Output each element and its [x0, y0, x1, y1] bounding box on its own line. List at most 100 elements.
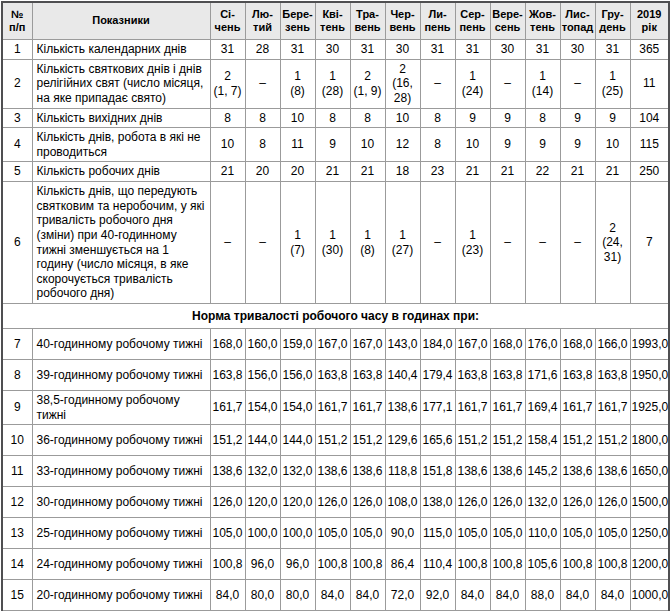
- month-value-cell: 100,8: [490, 549, 525, 580]
- month-value-cell: 138,6: [595, 456, 630, 487]
- month-value-cell: –: [245, 182, 280, 304]
- month-value-cell: 163,8: [350, 360, 385, 391]
- month-value-cell: 105,0: [350, 518, 385, 549]
- month-value-cell: 138,6: [315, 456, 350, 487]
- month-value-cell: 105,0: [210, 518, 245, 549]
- month-value-cell: 163,8: [210, 360, 245, 391]
- column-header-month: Сі- чень: [210, 2, 245, 40]
- month-value-cell: 86,4: [385, 549, 420, 580]
- row-number-cell: 15: [2, 580, 32, 611]
- month-value-cell: 138,6: [560, 456, 595, 487]
- year-total-cell: 1950,0: [630, 360, 669, 391]
- month-value-cell: 167,0: [455, 329, 490, 360]
- table-row: 1424-годинному робочому тижні100,896,096…: [2, 549, 669, 580]
- month-value-cell: 126,0: [315, 487, 350, 518]
- work-time-norms-table: № п/пПоказникиСі- ченьЛю- тийБере- зеньК…: [1, 1, 670, 611]
- month-value-cell: 132,0: [280, 456, 315, 487]
- table-header-row: № п/пПоказникиСі- ченьЛю- тийБере- зеньК…: [2, 2, 669, 40]
- table-row: 1036-годинному робочому тижні151,2144,01…: [2, 425, 669, 456]
- year-total-cell: 1200,0: [630, 549, 669, 580]
- month-value-cell: 84,0: [210, 580, 245, 611]
- indicator-cell: Кількість днів, що передують святковим т…: [32, 182, 210, 304]
- column-header-month: Сер- пень: [455, 2, 490, 40]
- month-value-cell: 110,4: [420, 549, 455, 580]
- month-value-cell: 1 (25): [595, 59, 630, 108]
- month-value-cell: –: [525, 182, 560, 304]
- indicator-cell: 24-годинному робочому тижні: [32, 549, 210, 580]
- row-number-cell: 11: [2, 456, 32, 487]
- month-value-cell: 154,0: [280, 391, 315, 425]
- month-value-cell: 84,0: [350, 580, 385, 611]
- month-value-cell: 23: [420, 162, 455, 182]
- month-value-cell: 163,8: [595, 360, 630, 391]
- table-row: 5Кількість робочих днів21202021211823212…: [2, 162, 669, 182]
- column-header-month: Ли- пень: [420, 2, 455, 40]
- month-value-cell: 30: [490, 40, 525, 60]
- indicator-cell: 39-годинному робочому тижні: [32, 360, 210, 391]
- month-value-cell: 143,0: [385, 329, 420, 360]
- month-value-cell: 161,7: [560, 391, 595, 425]
- month-value-cell: 144,0: [280, 425, 315, 456]
- row-number-cell: 2: [2, 59, 32, 108]
- section-header-row: Норма тривалості робочого часу в годинах…: [2, 304, 669, 329]
- month-value-cell: 18: [385, 162, 420, 182]
- month-value-cell: 8: [245, 128, 280, 162]
- month-value-cell: 92,0: [420, 580, 455, 611]
- month-value-cell: 138,6: [490, 456, 525, 487]
- indicator-cell: Кількість робочих днів: [32, 162, 210, 182]
- month-value-cell: 31: [595, 40, 630, 60]
- month-value-cell: 31: [455, 40, 490, 60]
- month-value-cell: 22: [525, 162, 560, 182]
- column-header-month: Чер- вень: [385, 2, 420, 40]
- month-value-cell: 2 (1, 7): [210, 59, 245, 108]
- indicator-cell: Кількість днів, робота в які не проводит…: [32, 128, 210, 162]
- month-value-cell: 151,2: [315, 425, 350, 456]
- month-value-cell: 168,0: [490, 329, 525, 360]
- indicator-cell: Кількість святкових днів і днів релігійн…: [32, 59, 210, 108]
- month-value-cell: 10: [595, 128, 630, 162]
- month-value-cell: 30: [385, 40, 420, 60]
- hour-norms-section: 740-годинному робочому тижні168,0160,015…: [2, 329, 669, 611]
- month-value-cell: 21: [595, 162, 630, 182]
- row-number-cell: 13: [2, 518, 32, 549]
- row-number-cell: 6: [2, 182, 32, 304]
- month-value-cell: 21: [490, 162, 525, 182]
- column-header-month: Гру- день: [595, 2, 630, 40]
- table-row: 1133-годинному робочому тижні138,6132,01…: [2, 456, 669, 487]
- column-header-year: 2019 рік: [630, 2, 669, 40]
- year-total-cell: 115: [630, 128, 669, 162]
- month-value-cell: 100,0: [280, 518, 315, 549]
- month-value-cell: 28: [245, 40, 280, 60]
- month-value-cell: 168,0: [560, 329, 595, 360]
- table-header: № п/пПоказникиСі- ченьЛю- тийБере- зеньК…: [2, 2, 669, 40]
- month-value-cell: 9: [560, 108, 595, 128]
- month-value-cell: –: [420, 59, 455, 108]
- month-value-cell: 105,0: [455, 518, 490, 549]
- month-value-cell: 126,0: [595, 487, 630, 518]
- month-value-cell: 80,0: [280, 580, 315, 611]
- year-total-cell: 1650,0: [630, 456, 669, 487]
- month-value-cell: 169,4: [525, 391, 560, 425]
- month-value-cell: 151,8: [420, 456, 455, 487]
- month-value-cell: 10: [455, 128, 490, 162]
- month-value-cell: 151,2: [595, 425, 630, 456]
- month-value-cell: 30: [315, 40, 350, 60]
- month-value-cell: 161,7: [315, 391, 350, 425]
- month-value-cell: 21: [210, 162, 245, 182]
- month-value-cell: 129,6: [385, 425, 420, 456]
- month-value-cell: 110,0: [525, 518, 560, 549]
- row-number-cell: 14: [2, 549, 32, 580]
- month-value-cell: 100,8: [315, 549, 350, 580]
- row-number-cell: 9: [2, 391, 32, 425]
- year-total-cell: 1250,0: [630, 518, 669, 549]
- month-value-cell: 138,6: [350, 456, 385, 487]
- year-total-cell: 11: [630, 59, 669, 108]
- month-value-cell: –: [420, 182, 455, 304]
- month-value-cell: 2 (16, 28): [385, 59, 420, 108]
- month-value-cell: 2 (1, 9): [350, 59, 385, 108]
- column-header-month: Бере- зень: [280, 2, 315, 40]
- month-value-cell: 12: [385, 128, 420, 162]
- month-value-cell: 159,0: [280, 329, 315, 360]
- month-value-cell: 1 (14): [525, 59, 560, 108]
- month-value-cell: –: [560, 59, 595, 108]
